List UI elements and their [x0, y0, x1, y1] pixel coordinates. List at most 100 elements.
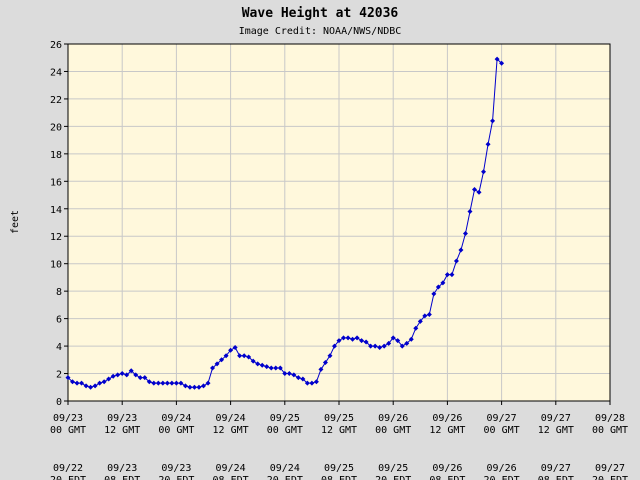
- data-point: [151, 380, 157, 386]
- x-tick-label: 09/26 00 GMT: [375, 413, 411, 436]
- data-point: [458, 247, 464, 253]
- x-local-label: 09/2308 EDT: [104, 463, 140, 480]
- y-axis-label: feet: [10, 210, 21, 234]
- data-point: [187, 384, 193, 390]
- data-point: [182, 383, 188, 389]
- data-point: [494, 56, 500, 62]
- y-tick-label: 20: [50, 122, 62, 133]
- x-local-label: 09/2320 EDT: [158, 463, 194, 480]
- data-point: [65, 375, 71, 381]
- data-point: [341, 335, 347, 341]
- data-point: [318, 366, 324, 372]
- data-point: [241, 353, 247, 359]
- y-tick-label: 4: [56, 342, 62, 353]
- data-point: [191, 384, 197, 390]
- data-point: [309, 380, 315, 386]
- data-point: [101, 379, 107, 385]
- x-tick-label: 09/28 00 GMT: [592, 413, 628, 436]
- data-point: [481, 169, 487, 175]
- data-point: [490, 118, 496, 124]
- data-point: [390, 335, 396, 341]
- x-local-label: 09/2508 EDT: [321, 463, 357, 480]
- data-point: [282, 371, 288, 377]
- y-tick-label: 14: [50, 205, 62, 216]
- data-point: [232, 344, 238, 350]
- data-point: [74, 380, 80, 386]
- data-point: [295, 375, 301, 381]
- data-point: [137, 375, 143, 381]
- data-point: [223, 353, 229, 359]
- data-point: [196, 384, 202, 390]
- data-point: [431, 291, 437, 297]
- data-point: [119, 371, 125, 377]
- data-point: [88, 384, 94, 390]
- y-tick-label: 12: [50, 232, 62, 243]
- data-point: [92, 383, 98, 389]
- x-tick-label: 09/27 12 GMT: [538, 413, 574, 436]
- data-point: [304, 380, 310, 386]
- data-point: [246, 354, 252, 360]
- x-tick-label: 09/23 00 GMT: [50, 413, 86, 436]
- data-point: [331, 343, 337, 349]
- data-point: [354, 335, 360, 341]
- data-point: [485, 141, 491, 147]
- data-point: [110, 373, 116, 379]
- y-tick-label: 8: [56, 287, 62, 298]
- data-point: [467, 209, 473, 215]
- x-local-label: 09/2420 EDT: [267, 463, 303, 480]
- x-local-label: 09/2708 EDT: [538, 463, 574, 480]
- chart-title: Wave Height at 42036: [242, 6, 399, 21]
- y-tick-label: 22: [50, 95, 62, 106]
- data-point: [386, 340, 392, 346]
- x-local-label: 09/2720 EDT: [592, 463, 628, 480]
- data-point: [155, 380, 161, 386]
- x-tick-label: 09/24 00 GMT: [158, 413, 194, 436]
- data-point: [133, 372, 139, 378]
- data-point: [350, 336, 356, 342]
- data-point: [336, 338, 342, 344]
- data-point: [291, 372, 297, 378]
- data-point: [146, 379, 152, 385]
- data-point: [472, 187, 477, 193]
- x-local-label: 09/2520 EDT: [375, 463, 411, 480]
- data-point: [219, 357, 225, 363]
- data-point: [422, 313, 428, 319]
- x-tick-label: 09/25 12 GMT: [321, 413, 357, 436]
- data-point: [201, 383, 206, 389]
- data-point: [237, 353, 243, 359]
- data-point: [444, 272, 450, 278]
- data-point: [273, 365, 279, 371]
- y-tick-label: 6: [56, 315, 62, 326]
- data-point: [255, 361, 261, 367]
- data-point: [313, 379, 319, 385]
- data-point: [228, 347, 234, 353]
- data-point: [440, 280, 446, 286]
- data-point: [277, 365, 283, 371]
- y-tick-label: 0: [56, 397, 62, 408]
- data-point: [164, 380, 170, 386]
- y-tick-label: 16: [50, 177, 62, 188]
- y-tick-label: 24: [50, 67, 62, 78]
- data-point: [368, 343, 374, 349]
- data-point: [115, 372, 121, 378]
- data-point: [214, 361, 220, 367]
- data-point: [449, 272, 455, 278]
- data-point: [250, 358, 256, 364]
- data-point: [345, 335, 351, 341]
- y-tick-label: 26: [50, 40, 62, 51]
- data-point: [205, 380, 211, 386]
- data-point: [372, 343, 378, 349]
- data-point: [476, 189, 482, 195]
- data-point: [435, 284, 441, 290]
- data-point: [300, 376, 306, 382]
- data-point: [79, 380, 85, 386]
- data-point: [70, 379, 76, 385]
- data-point: [173, 380, 179, 386]
- data-point: [363, 339, 369, 345]
- data-point: [327, 353, 333, 359]
- y-tick-label: 2: [56, 370, 62, 381]
- data-point: [106, 376, 112, 382]
- data-point: [399, 343, 405, 349]
- data-point: [142, 375, 148, 381]
